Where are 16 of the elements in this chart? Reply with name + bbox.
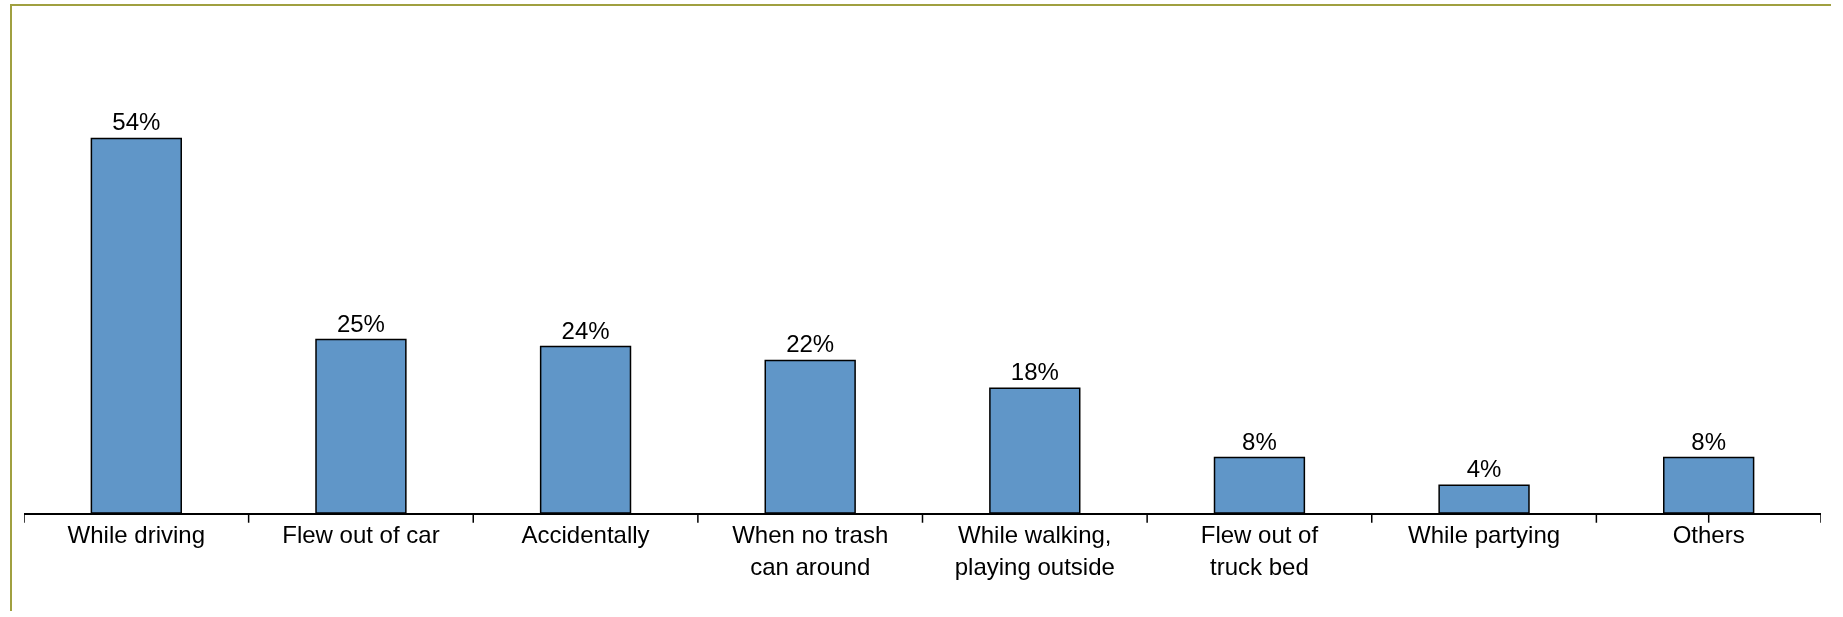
data-label: 4% xyxy=(1466,455,1502,483)
x-tick-label: While driving xyxy=(67,521,206,549)
data-label: 18% xyxy=(1010,358,1059,386)
data-label: 8% xyxy=(1242,427,1277,455)
data-label: 8% xyxy=(1691,427,1727,455)
x-tick-label: Accidentally xyxy=(521,521,650,549)
x-tick-label: Flew out of car xyxy=(282,521,440,549)
x-tick-label: Others xyxy=(1672,521,1745,549)
data-label: 25% xyxy=(336,309,385,337)
x-tick-label: When no trash can around xyxy=(732,521,889,580)
x-tick-label: While partying xyxy=(1408,521,1561,549)
x-tick-label: While walking, playing outside xyxy=(954,521,1115,580)
x-tick-label: Flew out of truck bed xyxy=(1200,521,1319,580)
data-label: 22% xyxy=(786,330,835,358)
data-label: 24% xyxy=(561,316,610,344)
data-label: 54% xyxy=(112,108,161,136)
